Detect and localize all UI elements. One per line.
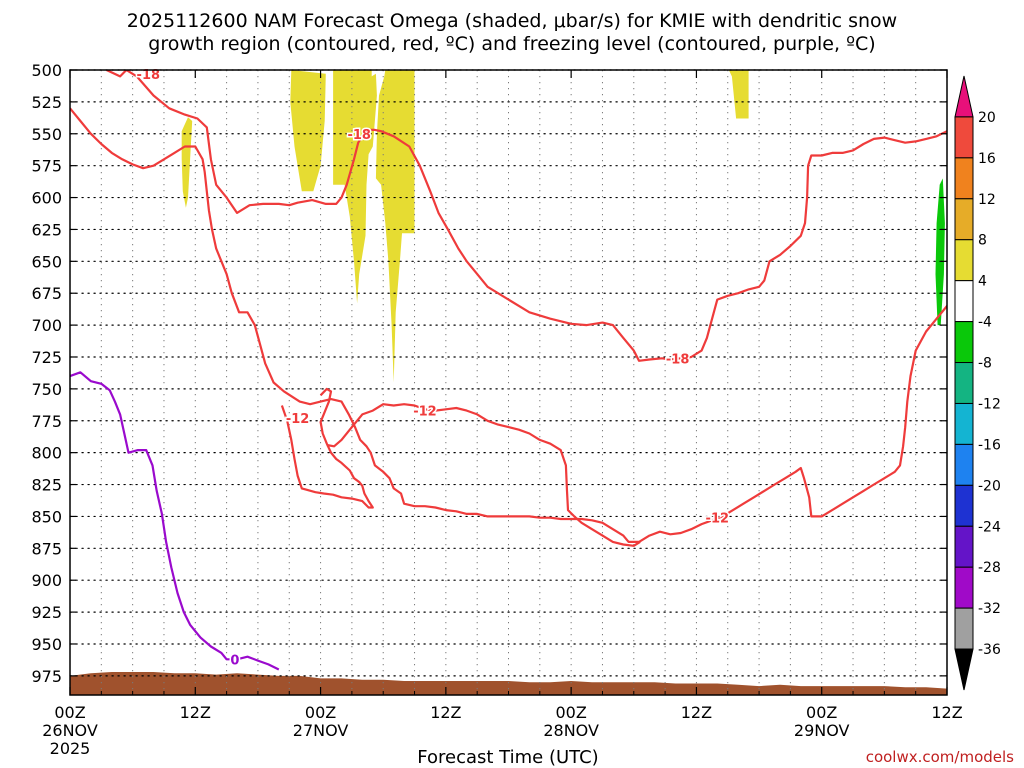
dgz-contour-line [326, 403, 641, 547]
omega-shade-region [333, 70, 377, 304]
y-tick-label: 950 [31, 635, 62, 654]
contour-labels: -18 -18 -18 -12 -12 -12 0 [135, 66, 731, 669]
contour-label: -12 [413, 405, 437, 420]
y-tick-label: 900 [31, 571, 62, 590]
x-tick-label: 00Z [54, 703, 85, 722]
dgz-contour-line [70, 107, 947, 544]
omega-shade-region [375, 70, 415, 383]
y-tick-label: 575 [31, 157, 62, 176]
x-tick-year: 2025 [50, 739, 91, 758]
y-tick-label: 625 [31, 220, 62, 239]
omega-shading [181, 70, 945, 383]
x-tick-label: 00Z [305, 703, 336, 722]
colorbar-label: -16 [978, 437, 1001, 453]
x-tick-label: 12Z [681, 703, 712, 722]
omega-shade-region [181, 117, 193, 208]
title-line: 2025112600 NAM Forecast Omega (shaded, μ… [127, 10, 897, 32]
omega-shade-region [728, 70, 749, 119]
colorbar-label: -36 [978, 642, 1001, 658]
colorbar-swatch [954, 75, 974, 118]
x-tick-label: 12Z [931, 703, 962, 722]
x-tick-label: 12Z [430, 703, 461, 722]
y-tick-label: 650 [31, 252, 62, 271]
colorbar-swatch [954, 566, 974, 609]
y-tick-label: 850 [31, 507, 62, 526]
terrain-layer [70, 672, 947, 695]
y-tick-label: 800 [31, 444, 62, 463]
colorbar-swatch [954, 239, 974, 282]
colorbar-swatch [954, 607, 974, 650]
colorbar-swatch [954, 648, 974, 691]
colorbar-label: 20 [978, 110, 996, 126]
y-tick-label: 725 [31, 348, 62, 367]
y-tick-label: 700 [31, 316, 62, 335]
colorbar-label: 4 [978, 274, 987, 290]
colorbar-label: -32 [978, 601, 1001, 617]
x-axis-label: Forecast Time (UTC) [417, 747, 598, 768]
y-tick-label: 975 [31, 667, 62, 686]
colorbar-swatch [954, 321, 974, 364]
x-tick-label: 00Z [806, 703, 837, 722]
y-tick-label: 750 [31, 380, 62, 399]
contour-label: -18 [137, 68, 161, 83]
contour-label: 0 [230, 653, 239, 668]
colorbar-swatch [954, 116, 974, 159]
x-tick-date: 28NOV [543, 721, 599, 740]
contour-label: -18 [347, 128, 371, 143]
y-tick-label: 675 [31, 284, 62, 303]
colorbar-label: -12 [978, 396, 1001, 412]
x-tick-label: 00Z [555, 703, 586, 722]
title-line: growth region (contoured, red, ºC) and f… [148, 33, 875, 55]
axes: 500 525 550 575 600 625 650 675 700 725 750 775 800 8… [31, 61, 962, 758]
x-tick-date: 26NOV [42, 721, 98, 740]
colorbar-label: -20 [978, 478, 1001, 494]
y-tick-label: 825 [31, 476, 62, 495]
x-tick-date: 29NOV [794, 721, 850, 740]
colorbar-label: -8 [978, 356, 992, 372]
terrain-shade [70, 672, 947, 695]
colorbar-swatch [954, 198, 974, 241]
colorbar-label: -4 [978, 315, 992, 331]
x-tick-date: 27NOV [293, 721, 349, 740]
colorbar-label: 12 [978, 192, 996, 208]
chart-title: 2025112600 NAM Forecast Omega (shaded, μ… [127, 10, 897, 55]
y-tick-label: 525 [31, 93, 62, 112]
contour-label: -12 [286, 412, 310, 427]
y-tick-label: 875 [31, 539, 62, 558]
colorbar-swatch [954, 362, 974, 404]
contour-layer [70, 70, 947, 671]
y-tick-label: 925 [31, 603, 62, 622]
colorbar-label: 16 [978, 151, 996, 167]
y-tick-label: 600 [31, 189, 62, 208]
x-tick-label: 12Z [180, 703, 211, 722]
colorbar-swatch [954, 280, 974, 323]
y-tick-label: 775 [31, 412, 62, 431]
grid-layer [69, 69, 948, 695]
y-tick-label: 500 [31, 61, 62, 80]
freezing-level-line [70, 371, 280, 671]
colorbar: 20 16 12 8 4 -4 -8 -12 -16 -20 -24 -28 -32 -36 [954, 75, 1001, 691]
colorbar-label: -28 [978, 560, 1001, 576]
colorbar-swatch [954, 157, 974, 200]
contour-label: -18 [666, 352, 690, 367]
y-tick-label: 550 [31, 125, 62, 144]
colorbar-swatch [954, 484, 974, 527]
omega-shade-region [935, 178, 945, 326]
colorbar-swatch [954, 402, 974, 445]
colorbar-label: 8 [978, 233, 987, 249]
credit-text: coolwx.com/models [866, 748, 1014, 766]
colorbar-swatch [954, 443, 974, 486]
colorbar-swatch [954, 525, 974, 568]
colorbar-label: -24 [978, 519, 1001, 535]
omega-shade-region [290, 70, 326, 192]
dgz-contour-line [106, 70, 947, 362]
contour-label: -12 [706, 512, 730, 527]
dgz-contour-line [280, 387, 374, 509]
